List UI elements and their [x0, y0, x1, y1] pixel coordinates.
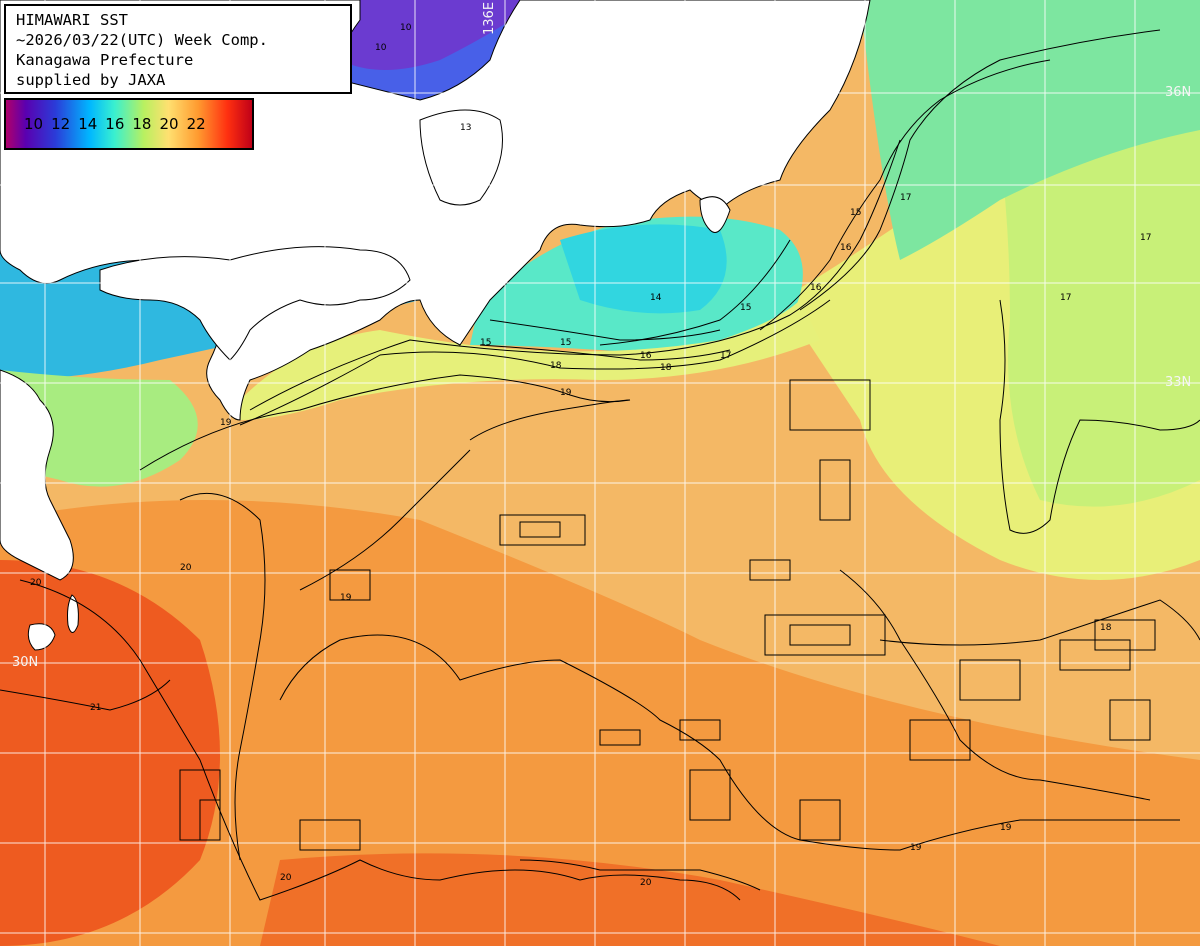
- isotherm-label: 18: [660, 363, 672, 373]
- isotherm-label: 16: [840, 243, 852, 253]
- legend-tick: 16: [105, 115, 125, 133]
- isotherm-label: 17: [1060, 293, 1071, 303]
- legend-tick: 22: [186, 115, 206, 133]
- lat-label-36n: 36N: [1165, 85, 1191, 100]
- isotherm-label: 15: [560, 338, 571, 348]
- isotherm-18c: [879, 599, 1200, 646]
- isotherm-label: 16: [810, 283, 822, 293]
- isotherm-label: 15: [850, 208, 861, 218]
- isotherm-15: [759, 59, 1051, 331]
- isotherm-19d: [279, 634, 1180, 851]
- isotherm-label: 17: [720, 351, 731, 361]
- cooler-region-east: [1000, 100, 1200, 507]
- title-line-4: supplied by JAXA: [16, 71, 166, 89]
- isotherm-label: 10: [400, 23, 412, 33]
- isotherm-label: 19: [220, 418, 232, 428]
- noise-contours: [179, 379, 1156, 851]
- title-line-2: ~2026/03/22(UTC) Week Comp.: [16, 31, 268, 49]
- isotherm-label: 13: [460, 123, 471, 133]
- land-kyushu: [0, 369, 74, 581]
- isotherm-label: 10: [375, 43, 387, 53]
- isotherm-label: 18: [550, 361, 562, 371]
- isotherm-20b: [179, 492, 266, 861]
- isotherm-label: 17: [900, 193, 911, 203]
- title-line-1: HIMAWARI SST: [16, 11, 128, 29]
- isotherm-label: 18: [1100, 623, 1112, 633]
- isotherm-17: [249, 139, 901, 411]
- warm-south-strip: [260, 853, 1000, 946]
- isotherm-label: 17: [1140, 233, 1151, 243]
- isotherm-label: 20: [640, 878, 652, 888]
- isotherm-label: 20: [30, 578, 42, 588]
- isotherm-label: 15: [740, 303, 751, 313]
- isotherm-16b: [479, 344, 731, 361]
- legend-tick: 14: [78, 115, 98, 133]
- isotherm-20: [19, 579, 741, 901]
- land-tanegashima: [67, 594, 79, 633]
- lat-label-30n: 30N: [12, 655, 38, 670]
- legend-tick: 18: [132, 115, 152, 133]
- isotherm-16: [799, 29, 1161, 311]
- lon-label-136e: 136E: [482, 2, 497, 35]
- isotherm-15b: [489, 319, 721, 341]
- land-shikoku: [99, 246, 411, 361]
- map-title-box: HIMAWARI SST ~2026/03/22(UTC) Week Comp.…: [4, 4, 352, 94]
- legend-tick: 12: [51, 115, 71, 133]
- isotherm-label: 19: [560, 388, 572, 398]
- isotherm-label: 20: [280, 873, 292, 883]
- temperature-color-legend: 10 12 14 16 18 20 22: [4, 98, 254, 150]
- purple-north: [330, 0, 540, 70]
- land-kii: [419, 109, 503, 206]
- isotherm-label: 21: [90, 703, 101, 713]
- isotherm-labels: 18 17 18 19 19 20 21 20 20 19 19 18 16 1…: [30, 23, 1151, 888]
- land-yakushima: [27, 623, 56, 651]
- cyan-bay-2: [560, 224, 727, 314]
- isotherm-14: [599, 239, 791, 346]
- isotherm-19c: [299, 449, 471, 591]
- isotherm-19: [139, 374, 631, 471]
- isotherm-18: [239, 299, 831, 426]
- isotherm-20c: [519, 859, 761, 891]
- isotherm-21: [0, 679, 171, 711]
- isotherm-label: 16: [640, 351, 652, 361]
- legend-tick: 10: [24, 115, 44, 133]
- isotherm-19b: [469, 399, 631, 441]
- isotherms: [0, 29, 1200, 901]
- isotherm-label: 15: [480, 338, 491, 348]
- green-region-northeast: [860, 0, 1200, 260]
- green-coastal-west: [0, 370, 198, 487]
- isotherm-18b: [839, 569, 1151, 801]
- isotherm-17b: [999, 299, 1200, 534]
- isotherm-label: 14: [650, 293, 662, 303]
- isotherm-label: 19: [340, 593, 352, 603]
- legend-tick: 20: [159, 115, 179, 133]
- isotherm-label: 19: [910, 843, 922, 853]
- isotherm-label: 20: [180, 563, 192, 573]
- land-izu: [699, 196, 731, 233]
- title-line-3: Kanagawa Prefecture: [16, 51, 194, 69]
- lat-label-33n: 33N: [1165, 375, 1191, 390]
- isotherm-label: 19: [1000, 823, 1012, 833]
- yellow-coastal-band: [240, 300, 820, 420]
